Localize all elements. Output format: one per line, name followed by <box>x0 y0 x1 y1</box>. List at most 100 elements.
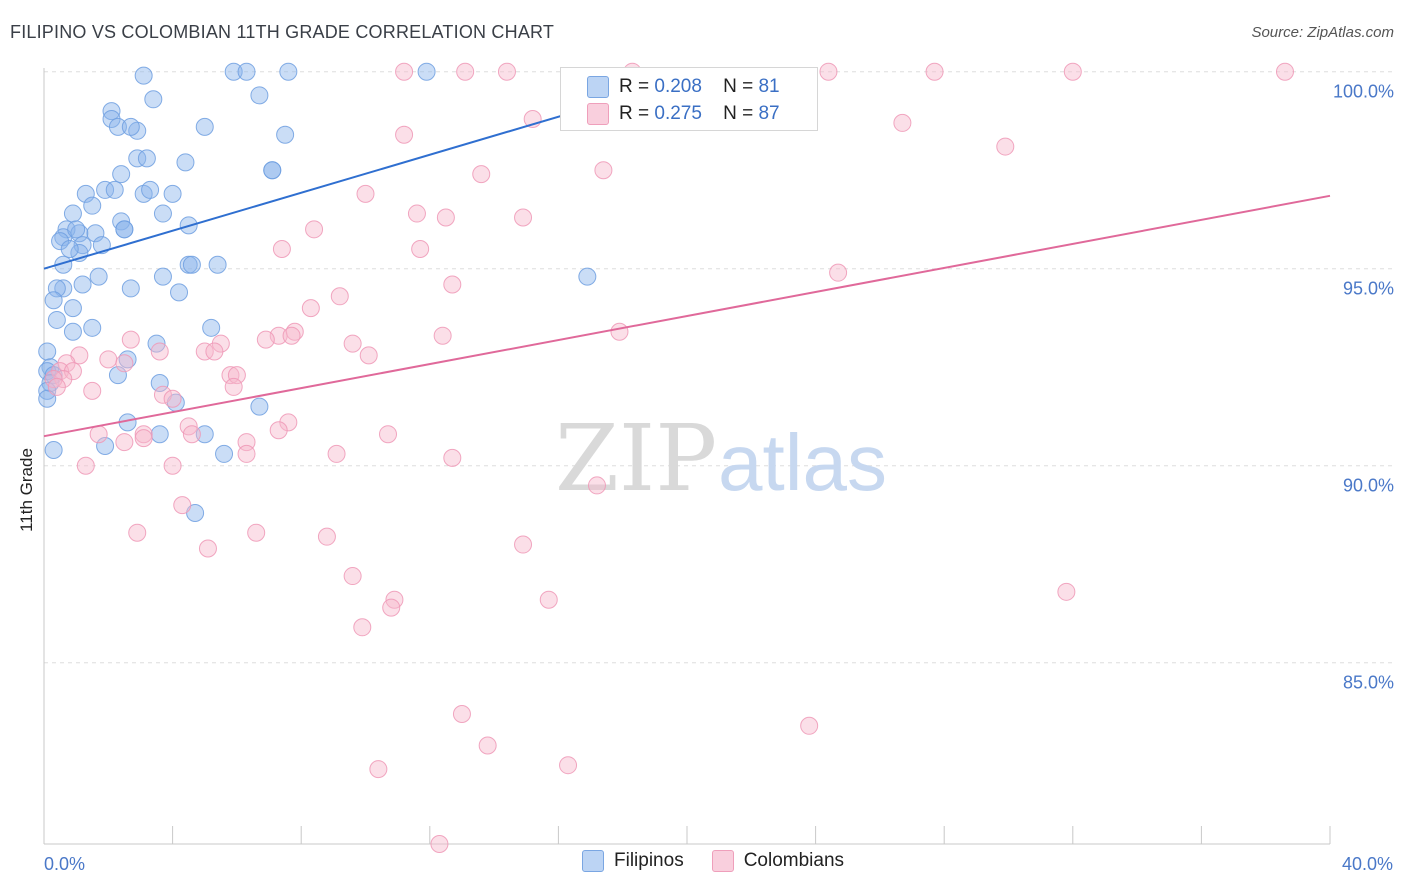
data-point <box>452 704 471 723</box>
data-point <box>330 287 349 306</box>
data-point <box>83 318 102 337</box>
series-filipinos <box>38 62 597 523</box>
data-point <box>925 62 944 81</box>
data-point <box>128 523 147 542</box>
data-point <box>38 381 57 400</box>
n-label: N = <box>723 103 754 124</box>
data-point <box>301 299 320 318</box>
legend-label-filipinos: Filipinos <box>614 850 684 871</box>
data-point <box>105 180 124 199</box>
data-point <box>67 220 86 239</box>
data-point <box>76 184 95 203</box>
data-points <box>38 62 1294 853</box>
data-point <box>63 322 82 341</box>
data-point <box>256 330 275 349</box>
y-tick-label: 95.0% <box>1343 279 1394 299</box>
data-point <box>47 310 66 329</box>
data-point <box>63 299 82 318</box>
data-point <box>359 346 378 365</box>
data-point <box>282 326 301 345</box>
gridlines <box>44 71 1395 664</box>
x-tick-labels: 0.0% 40.0% <box>44 854 1393 874</box>
data-point <box>819 62 838 81</box>
data-point <box>47 279 66 298</box>
data-point <box>70 346 89 365</box>
data-point <box>153 204 172 223</box>
data-point <box>44 291 63 310</box>
trend-line <box>43 194 1331 438</box>
data-point <box>76 456 95 475</box>
data-point <box>578 267 597 286</box>
data-point <box>379 425 398 444</box>
data-point <box>411 240 430 259</box>
legend-item-filipinos[interactable]: Filipinos <box>582 850 684 872</box>
data-point <box>514 208 533 227</box>
data-point <box>83 196 102 215</box>
y-tick-label: 100.0% <box>1333 82 1394 102</box>
data-point <box>559 756 578 775</box>
r-label: R = <box>619 103 650 124</box>
watermark-zip: ZIP <box>555 405 717 512</box>
colombians-swatch <box>711 850 734 872</box>
data-point <box>272 240 291 259</box>
data-point <box>38 389 57 408</box>
data-point <box>173 496 192 515</box>
data-point <box>108 366 127 385</box>
data-point <box>128 149 147 168</box>
data-point <box>195 342 214 361</box>
data-point <box>150 425 169 444</box>
n-value: 87 <box>758 103 780 124</box>
x-tick-label: 40.0% <box>1342 854 1393 874</box>
y-tick-labels: 100.0% 95.0% 90.0% 85.0% <box>1333 82 1394 693</box>
data-point <box>134 425 153 444</box>
data-point <box>186 504 205 523</box>
data-point <box>514 535 533 554</box>
y-tick-label: 90.0% <box>1343 476 1394 496</box>
data-point <box>47 377 66 396</box>
data-point <box>115 220 134 239</box>
data-point <box>443 448 462 467</box>
data-point <box>63 362 82 381</box>
data-point <box>269 421 288 440</box>
data-point <box>250 86 269 105</box>
x-tick-label: 0.0% <box>44 854 85 874</box>
data-point <box>478 736 497 755</box>
data-point <box>115 354 134 373</box>
data-point <box>227 366 246 385</box>
data-point <box>237 444 256 463</box>
data-point <box>343 567 362 586</box>
axes <box>43 68 1331 845</box>
data-point <box>163 184 182 203</box>
filipinos-swatch <box>582 850 604 872</box>
data-point <box>163 456 182 475</box>
chart-title: FILIPINO VS COLOMBIAN 11TH GRADE CORRELA… <box>10 22 555 42</box>
data-point <box>176 153 195 172</box>
data-point <box>73 275 92 294</box>
data-point <box>99 350 118 369</box>
data-point <box>1063 62 1082 81</box>
legend-label-colombians: Colombians <box>743 850 845 871</box>
y-tick-label: 85.0% <box>1343 673 1394 693</box>
n-value: 81 <box>758 76 780 97</box>
data-point <box>215 444 234 463</box>
data-point <box>893 113 912 132</box>
data-point <box>263 161 282 180</box>
data-point <box>137 149 156 168</box>
data-point <box>134 66 153 85</box>
data-point <box>198 539 217 558</box>
data-point <box>144 90 163 109</box>
data-point <box>134 429 153 448</box>
data-point <box>150 342 169 361</box>
data-point <box>112 165 131 184</box>
data-point <box>108 117 127 136</box>
data-point <box>305 220 324 239</box>
data-point <box>83 381 102 400</box>
data-point <box>121 117 140 136</box>
data-point <box>382 598 401 617</box>
data-point <box>594 161 613 180</box>
legend-item-colombians[interactable]: Colombians <box>711 850 845 872</box>
data-point <box>250 397 269 416</box>
data-point <box>44 440 63 459</box>
filipinos-swatch <box>587 76 609 98</box>
